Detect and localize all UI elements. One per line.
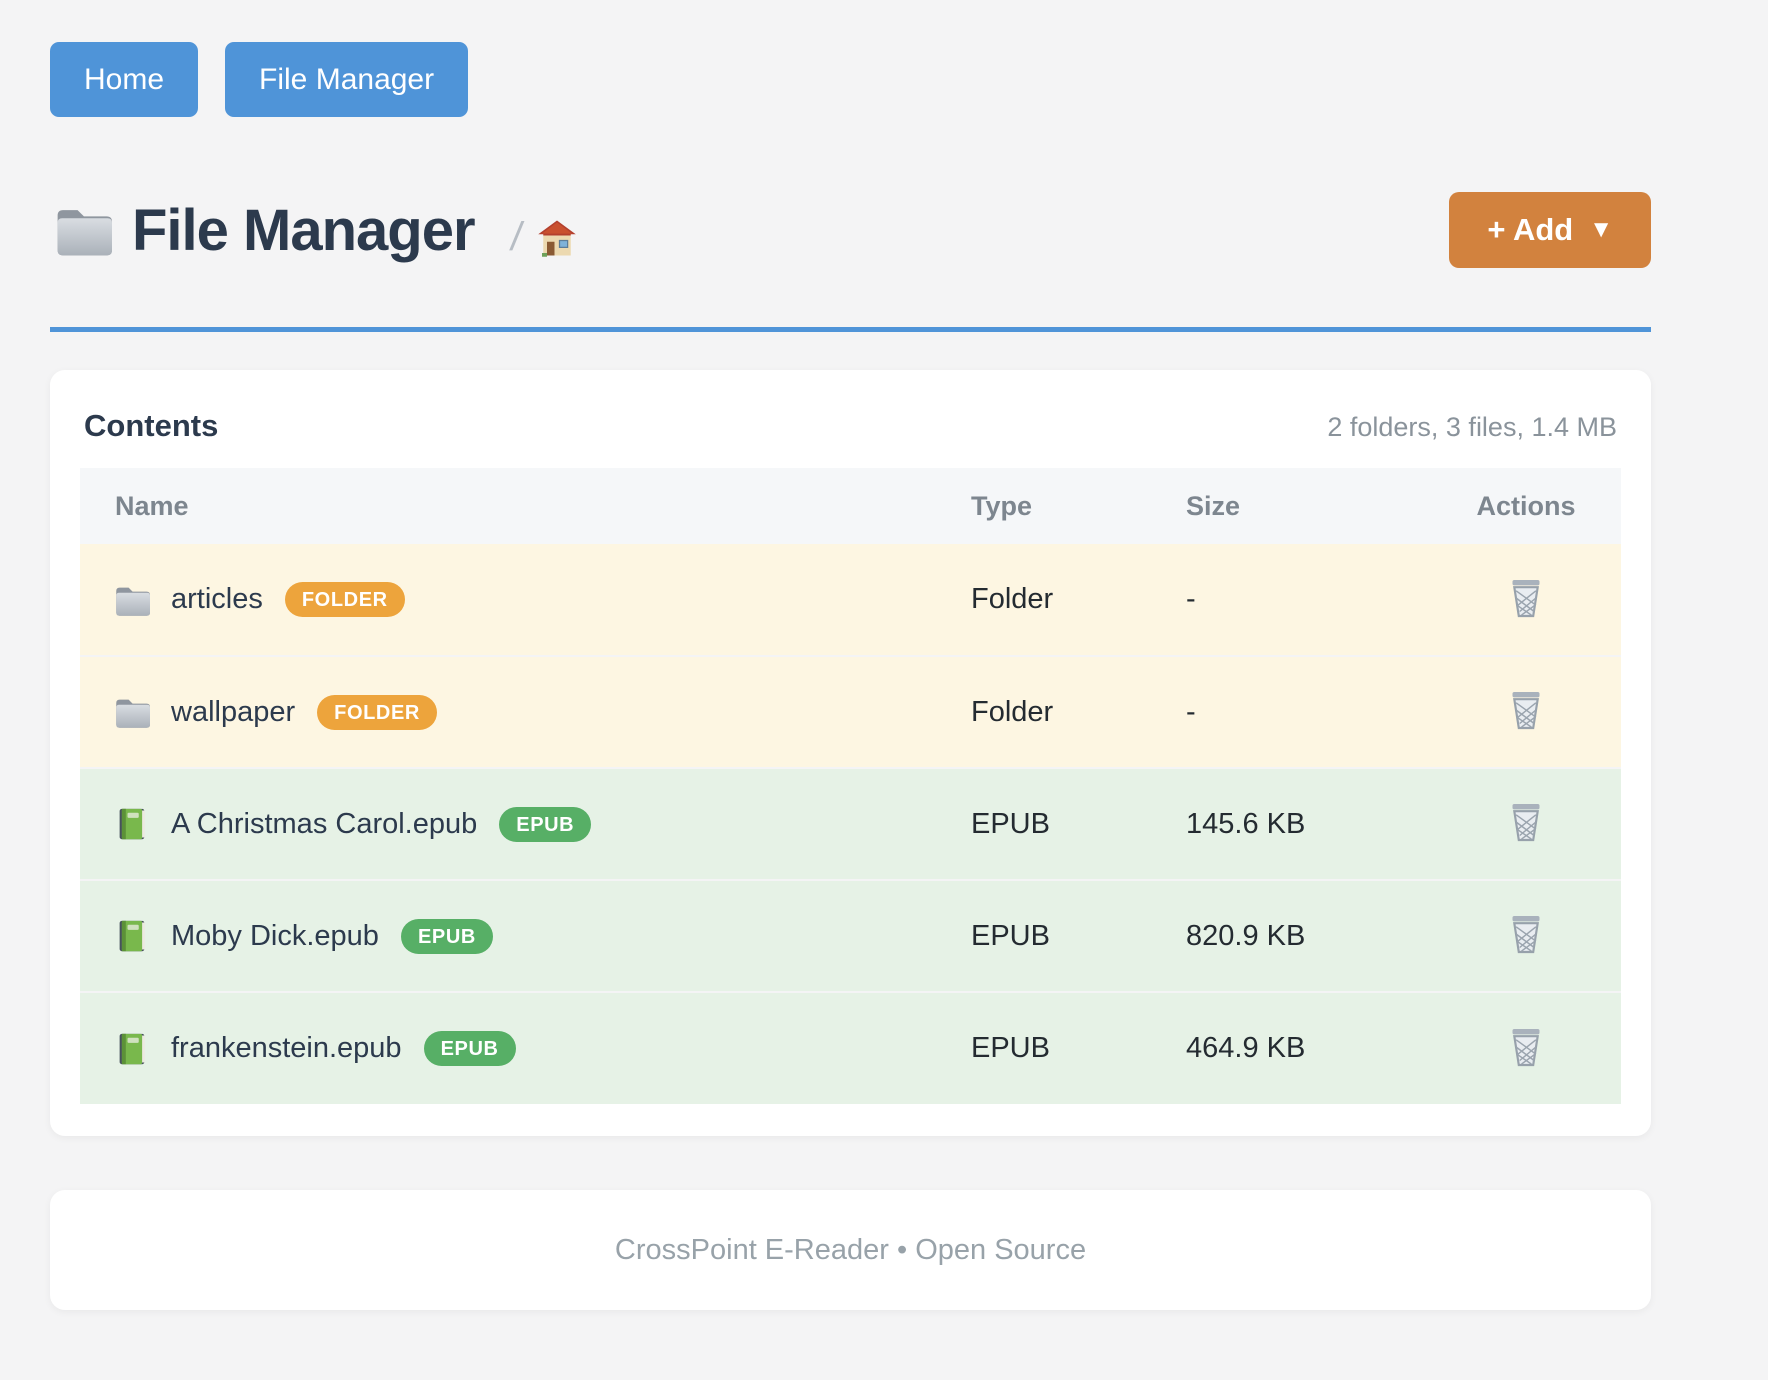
item-name-link[interactable]: Moby Dick.epub <box>171 919 379 952</box>
folder-badge: FOLDER <box>284 582 405 617</box>
delete-button[interactable] <box>1504 798 1548 846</box>
header-divider <box>50 327 1651 332</box>
epub-badge: EPUB <box>400 918 493 954</box>
column-header-size: Size <box>1186 468 1431 544</box>
item-type: Folder <box>971 655 1186 768</box>
table-row: frankenstein.epub EPUB EPUB 464.9 KB <box>80 991 1621 1104</box>
add-button[interactable]: + Add ▼ <box>1449 192 1651 268</box>
footer-text: CrossPoint E-Reader • Open Source <box>614 1233 1087 1266</box>
item-type: EPUB <box>971 991 1186 1104</box>
item-size: 145.6 KB <box>1186 767 1431 880</box>
item-size: 820.9 KB <box>1186 879 1431 992</box>
item-size: - <box>1186 544 1431 656</box>
trash-icon <box>1511 802 1541 842</box>
contents-heading: Contents <box>84 408 219 443</box>
title-group: File Manager / <box>50 197 578 264</box>
delete-button[interactable] <box>1504 574 1548 622</box>
chevron-down-icon: ▼ <box>1589 216 1613 243</box>
item-type: EPUB <box>971 767 1186 880</box>
green-book-icon <box>119 808 145 840</box>
gray-folder-icon <box>116 699 150 728</box>
table-header-row: Name Type Size Actions <box>80 468 1621 544</box>
gray-folder-icon <box>57 210 112 256</box>
footer: CrossPoint E-Reader • Open Source <box>50 1190 1651 1310</box>
table-row: Moby Dick.epub EPUB EPUB 820.9 KB <box>80 879 1621 992</box>
contents-card-header: Contents 2 folders, 3 files, 1.4 MB <box>80 400 1621 468</box>
item-name-link[interactable]: frankenstein.epub <box>171 1032 402 1064</box>
trash-icon <box>1511 1027 1541 1066</box>
table-row: A Christmas Carol.epub EPUB EPUB 145.6 K… <box>80 767 1621 880</box>
file-manager-page: Home File Manager File Manager / + Add ▼… <box>50 42 1651 1310</box>
table-row: wallpaper FOLDER Folder - <box>80 655 1621 768</box>
nav-file-manager-button[interactable]: File Manager <box>225 42 469 117</box>
item-type: EPUB <box>971 879 1186 992</box>
item-name-link[interactable]: A Christmas Carol.epub <box>171 807 478 840</box>
table-row: articles FOLDER Folder - <box>80 544 1621 656</box>
item-type: Folder <box>971 544 1186 656</box>
delete-button[interactable] <box>1504 910 1548 958</box>
column-header-name: Name <box>80 468 971 544</box>
green-book-icon <box>119 920 145 952</box>
item-name-link[interactable]: articles <box>171 583 263 615</box>
trash-icon <box>1511 578 1541 617</box>
house-icon <box>537 219 577 258</box>
contents-card: Contents 2 folders, 3 files, 1.4 MB Name… <box>50 370 1651 1136</box>
page-title: File Manager <box>132 197 476 263</box>
item-name-link[interactable]: wallpaper <box>171 695 296 728</box>
column-header-type: Type <box>971 468 1186 544</box>
item-size: - <box>1186 655 1431 768</box>
epub-badge: EPUB <box>499 806 592 842</box>
delete-button[interactable] <box>1504 1023 1548 1071</box>
nav-home-button[interactable]: Home <box>50 42 199 117</box>
column-header-actions: Actions <box>1431 468 1621 544</box>
gray-folder-icon <box>116 587 150 616</box>
folder-badge: FOLDER <box>317 694 437 730</box>
add-button-label: + Add <box>1487 212 1574 247</box>
breadcrumb-separator: / <box>507 214 525 259</box>
top-nav: Home File Manager <box>50 42 1651 117</box>
trash-icon <box>1511 914 1541 954</box>
green-book-icon <box>119 1033 145 1064</box>
epub-badge: EPUB <box>423 1031 516 1066</box>
delete-button[interactable] <box>1504 686 1548 734</box>
page-header: File Manager / + Add ▼ <box>50 191 1651 269</box>
breadcrumb-home-link[interactable] <box>536 218 578 258</box>
file-table: Name Type Size Actions articles FOLDER F… <box>80 468 1621 1104</box>
trash-icon <box>1511 690 1541 730</box>
item-size: 464.9 KB <box>1186 991 1431 1104</box>
contents-summary: 2 folders, 3 files, 1.4 MB <box>1327 412 1617 442</box>
